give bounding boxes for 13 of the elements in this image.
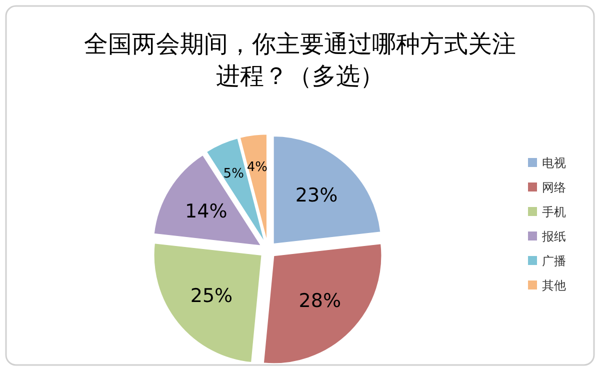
legend-label: 广播 bbox=[542, 254, 566, 268]
legend-label: 报纸 bbox=[541, 230, 566, 244]
data-label: 5% bbox=[223, 166, 244, 182]
legend-label: 网络 bbox=[542, 180, 566, 194]
legend-label: 手机 bbox=[542, 205, 566, 219]
legend-label: 其他 bbox=[542, 278, 566, 292]
data-label: 25% bbox=[190, 284, 233, 307]
legend-label: 电视 bbox=[542, 156, 566, 170]
title: 全国两会期间，你主要通过哪种方式关注进程？（多选） bbox=[84, 30, 516, 90]
data-label: 4% bbox=[246, 160, 268, 175]
data-label: 23% bbox=[295, 184, 338, 207]
data-label: 28% bbox=[298, 290, 341, 312]
data-label: 14% bbox=[185, 200, 228, 223]
